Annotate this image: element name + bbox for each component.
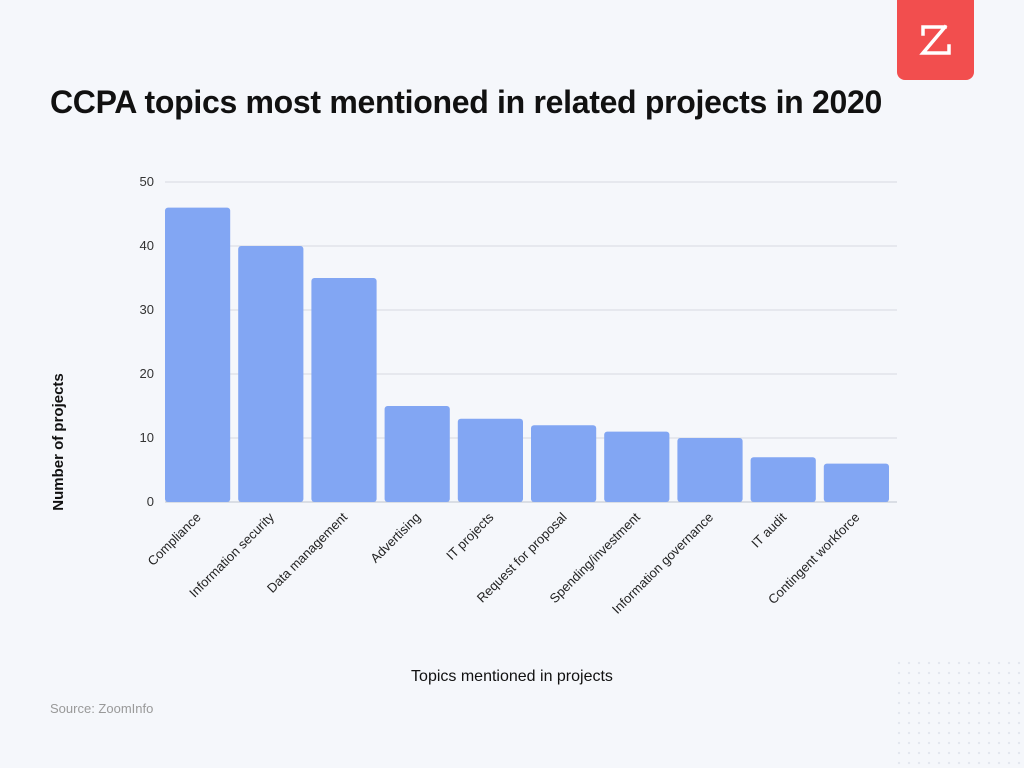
bar <box>823 463 889 502</box>
bar <box>384 406 450 502</box>
x-tick-label: Advertising <box>367 510 423 566</box>
bar <box>238 246 304 502</box>
bar <box>604 431 670 502</box>
chart-title: CCPA topics most mentioned in related pr… <box>50 84 882 120</box>
bar <box>457 418 523 502</box>
y-tick-label: 0 <box>147 494 154 509</box>
bar <box>531 425 597 502</box>
source-note: Source: ZoomInfo <box>50 701 154 716</box>
decorative-dot-pattern <box>894 658 1024 768</box>
y-axis-title: Number of projects <box>50 373 67 511</box>
y-tick-label: 40 <box>140 238 154 253</box>
x-axis-title: Topics mentioned in projects <box>411 668 613 685</box>
y-tick-label: 10 <box>140 430 154 445</box>
bar <box>311 278 377 502</box>
bar <box>165 207 231 502</box>
y-tick-label: 20 <box>140 366 154 381</box>
bar <box>677 438 743 502</box>
y-tick-label: 50 <box>140 174 154 189</box>
zoominfo-z-icon <box>918 24 951 55</box>
x-tick-label: IT audit <box>748 509 789 550</box>
y-tick-label: 30 <box>140 302 154 317</box>
bar <box>750 457 816 502</box>
x-tick-label: Compliance <box>145 510 204 569</box>
zoominfo-logo <box>897 0 974 80</box>
x-tick-label: IT projects <box>443 509 497 563</box>
x-tick-label: Data management <box>264 509 351 596</box>
